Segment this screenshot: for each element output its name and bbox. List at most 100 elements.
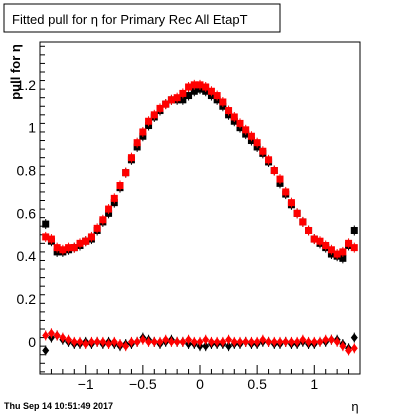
data-point <box>179 96 187 104</box>
data-point <box>185 83 193 91</box>
data-point <box>133 139 141 147</box>
data-point <box>190 87 198 95</box>
data-point <box>190 81 198 89</box>
data-point <box>287 199 295 207</box>
data-point <box>259 147 267 155</box>
data-point <box>247 337 255 347</box>
data-point <box>276 175 284 183</box>
data-point <box>105 205 113 213</box>
data-point <box>127 154 135 162</box>
data-point <box>93 224 101 232</box>
data-point <box>282 188 290 196</box>
data-point <box>127 337 135 347</box>
data-point <box>225 335 233 345</box>
data-point <box>333 250 341 258</box>
data-point <box>87 337 95 347</box>
data-point <box>99 216 107 224</box>
data-point <box>299 218 307 226</box>
data-point <box>190 337 198 347</box>
data-point <box>76 239 84 247</box>
data-point <box>82 237 90 245</box>
data-point <box>276 337 284 347</box>
data-point <box>42 330 50 340</box>
data-point <box>173 337 181 347</box>
data-point <box>76 337 84 347</box>
data-point <box>65 335 73 345</box>
data-point <box>47 328 55 338</box>
data-point <box>339 341 347 351</box>
data-point <box>265 337 273 347</box>
data-point <box>305 226 313 234</box>
data-point <box>116 182 124 190</box>
data-point <box>202 335 210 345</box>
data-point <box>299 335 307 345</box>
data-point <box>53 330 61 340</box>
data-points <box>42 79 358 356</box>
data-point <box>87 233 95 241</box>
data-point <box>253 139 261 147</box>
axis-tick-labels: 0 0.2 0.4 0.6 0.8 1 1.2 −1 −0.5 0 0.5 1 <box>17 77 319 392</box>
y-tick-label: 0.6 <box>17 205 37 221</box>
data-point <box>82 339 90 349</box>
data-point <box>185 92 193 100</box>
data-point <box>253 337 261 347</box>
data-point <box>105 339 113 349</box>
data-point <box>196 337 204 347</box>
x-tick-label: 1 <box>310 376 318 392</box>
data-point <box>42 345 50 355</box>
data-point <box>116 339 124 349</box>
chart-title: Fitted pull for η for Primary Rec All Et… <box>12 12 248 27</box>
data-point <box>350 226 358 234</box>
y-tick-label: 0 <box>28 334 36 350</box>
data-point <box>350 244 358 252</box>
data-point <box>225 107 233 115</box>
data-point <box>156 337 164 347</box>
data-point <box>47 235 55 243</box>
data-point <box>293 209 301 217</box>
data-point <box>150 111 158 119</box>
data-point <box>270 167 278 175</box>
data-point <box>167 337 175 347</box>
series-1 <box>42 79 358 260</box>
data-point <box>162 335 170 345</box>
data-point <box>145 117 153 125</box>
data-point <box>122 169 130 177</box>
data-point <box>327 246 335 254</box>
data-point <box>327 335 335 345</box>
data-point <box>247 132 255 140</box>
x-tick-label: 0.5 <box>247 376 267 392</box>
data-point <box>207 337 215 347</box>
data-point <box>42 220 50 228</box>
data-point <box>156 104 164 112</box>
data-point <box>70 337 78 347</box>
data-point <box>316 237 324 245</box>
data-point <box>59 246 67 254</box>
data-point <box>70 244 78 252</box>
data-point <box>345 239 353 247</box>
data-point <box>110 337 118 347</box>
data-point <box>350 343 358 353</box>
y-tick-label: 1.2 <box>17 77 37 93</box>
data-point <box>145 337 153 347</box>
data-point <box>65 244 73 252</box>
data-point <box>167 96 175 104</box>
data-point <box>236 119 244 127</box>
data-point <box>42 233 50 241</box>
x-tick-label: 0 <box>196 376 204 392</box>
y-tick-label: 0.8 <box>17 163 37 179</box>
data-point <box>310 235 318 243</box>
data-point <box>202 341 210 351</box>
data-point <box>345 345 353 355</box>
data-point <box>122 341 130 351</box>
data-point <box>185 335 193 345</box>
data-point <box>93 337 101 347</box>
data-point <box>322 241 330 249</box>
y-axis-label: pull for η <box>8 44 23 100</box>
data-point <box>207 87 215 95</box>
data-point <box>339 248 347 256</box>
title-box <box>3 3 281 33</box>
y-tick-label: 0.2 <box>17 291 37 307</box>
data-point <box>219 98 227 106</box>
data-point <box>162 100 170 108</box>
